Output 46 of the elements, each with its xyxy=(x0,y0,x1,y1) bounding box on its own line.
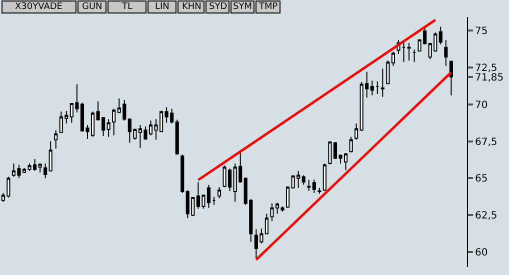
text: TL xyxy=(121,2,133,12)
candlestick xyxy=(307,179,311,192)
candlestick xyxy=(264,213,268,234)
text: LIN xyxy=(155,2,170,12)
text: GUN xyxy=(82,2,102,12)
candlestick xyxy=(112,108,116,136)
y-tick-label: 70 xyxy=(475,100,488,111)
candlestick xyxy=(180,154,184,194)
y-tick-label: 67,5 xyxy=(475,136,498,148)
text: TMP xyxy=(258,2,278,12)
candlestick xyxy=(322,162,326,192)
text: KHN xyxy=(182,2,202,12)
candlestick xyxy=(354,123,358,140)
candlestick xyxy=(412,49,416,63)
candlestick xyxy=(312,179,316,194)
candlestick xyxy=(402,40,406,63)
text: SYD xyxy=(209,2,228,12)
y-tick-label: 60 xyxy=(475,248,488,259)
y-tick-label: 62,5 xyxy=(475,210,498,222)
candlestick xyxy=(175,119,179,156)
candlestick xyxy=(302,174,306,186)
candlestick xyxy=(318,187,322,194)
candlestick xyxy=(106,118,110,138)
candlestick xyxy=(376,80,380,94)
y-tick-label: 71,85 xyxy=(475,72,504,84)
text: SYM xyxy=(233,2,252,12)
candlestick xyxy=(380,68,384,98)
candlestick xyxy=(349,136,353,153)
text: X30YVADE xyxy=(15,2,63,12)
y-tick-label: 72,5 xyxy=(475,62,498,74)
candlestick xyxy=(286,186,290,208)
candlestick xyxy=(54,130,58,150)
candlestick xyxy=(407,42,411,62)
candlestick xyxy=(212,196,216,206)
candlestick xyxy=(449,60,453,96)
candlestick xyxy=(391,51,395,66)
y-tick-label: 65 xyxy=(475,174,488,185)
candlestick xyxy=(38,162,42,173)
candlestick xyxy=(44,162,48,179)
candlestick xyxy=(386,60,390,85)
candlestick xyxy=(444,39,448,66)
candlestick xyxy=(217,186,222,199)
candlestick xyxy=(48,140,52,172)
candlestick xyxy=(438,26,442,45)
y-tick-label: 75 xyxy=(475,26,488,37)
candlestick xyxy=(370,80,374,96)
